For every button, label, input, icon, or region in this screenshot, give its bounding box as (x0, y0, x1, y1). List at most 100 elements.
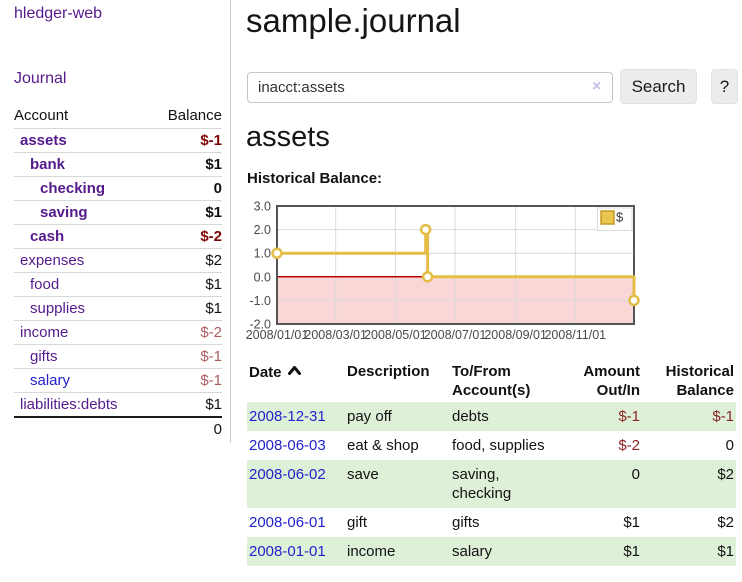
account-row: salary $-1 (14, 368, 222, 393)
register-row: 2008-01-01 income salary $1 $1 (247, 537, 736, 566)
account-row: bank $1 (14, 152, 222, 177)
account-row: liabilities:debts $1 (14, 392, 222, 418)
transaction-date-link[interactable]: 2008-01-01 (249, 543, 326, 560)
transaction-amount: 0 (631, 466, 640, 483)
transaction-description: eat & shop (347, 437, 419, 454)
account-row: income $-2 (14, 320, 222, 345)
account-balance: $-1 (200, 372, 222, 389)
svg-text:-1.0: -1.0 (249, 294, 271, 308)
transaction-amount: $1 (623, 543, 640, 560)
transaction-date-link[interactable]: 2008-06-02 (249, 466, 326, 483)
transaction-date-link[interactable]: 2008-06-01 (249, 514, 326, 531)
register-header-description: Description (347, 363, 430, 380)
svg-text:2008/05/01: 2008/05/01 (364, 328, 427, 342)
brand-link[interactable]: hledger-web (14, 5, 103, 22)
register-header-amount: Amount Out/In (583, 363, 640, 399)
search-button[interactable]: Search (620, 69, 697, 104)
transaction-date-link[interactable]: 2008-06-03 (249, 437, 326, 454)
nav-journal-link[interactable]: Journal (14, 70, 67, 87)
account-balance: $1 (205, 300, 222, 317)
account-link-food[interactable]: food (30, 276, 60, 293)
account-link-expenses[interactable]: expenses (20, 252, 85, 269)
register-row: 2008-12-31 pay off debts $-1 $-1 (247, 402, 736, 431)
svg-text:1.0: 1.0 (254, 247, 271, 261)
account-balance: $-2 (200, 324, 222, 341)
svg-text:2008/01/01: 2008/01/01 (246, 328, 309, 342)
sidebar: hledger-web Journal Account Balance asse… (0, 0, 231, 443)
account-link-income[interactable]: income (20, 324, 69, 341)
transaction-accounts: food, supplies (452, 437, 545, 454)
chart-label: Historical Balance: (247, 170, 383, 187)
account-balance: $1 (205, 204, 222, 221)
account-link-checking[interactable]: checking (40, 180, 106, 197)
account-balance: $1 (205, 156, 222, 173)
accounts-table: Account Balance assets $-1 bank $1 checking 0… (14, 104, 222, 441)
account-balance: $-1 (200, 348, 222, 365)
transaction-balance: $2 (717, 514, 734, 531)
accounts-header-balance: Balance (167, 107, 222, 124)
svg-text:2008/11/01: 2008/11/01 (544, 328, 606, 342)
transaction-accounts: gifts (452, 514, 480, 531)
svg-text:3.0: 3.0 (254, 200, 271, 214)
account-link-supplies[interactable]: supplies (30, 300, 86, 317)
transaction-date-link[interactable]: 2008-12-31 (249, 408, 326, 425)
accounts-total-value: 0 (213, 421, 222, 438)
transaction-balance: 0 (725, 437, 734, 454)
account-balance: $1 (205, 396, 222, 413)
register-row: 2008-06-01 gift gifts $1 $2 (247, 508, 736, 537)
transaction-accounts: debts (452, 408, 489, 425)
transaction-accounts: saving, checking (452, 466, 512, 502)
account-link-bank[interactable]: bank (30, 156, 66, 173)
register-header-date[interactable]: Date (247, 360, 345, 402)
page-title: sample.journal (246, 2, 461, 39)
historical-balance-chart: $3.0 2.0 1.0 0.0 -1.0 -2.02008/01/012008/03/0… (246, 200, 640, 342)
transaction-description: pay off (347, 408, 392, 425)
transaction-accounts: salary (452, 543, 493, 560)
account-balance: $-1 (200, 132, 222, 149)
account-row: checking 0 (14, 176, 222, 201)
account-row: food $1 (14, 272, 222, 297)
transaction-balance: $-1 (712, 408, 734, 425)
transaction-balance: $1 (717, 543, 734, 560)
account-link-saving[interactable]: saving (40, 204, 88, 221)
chevron-up-icon (287, 362, 302, 381)
account-balance: $2 (205, 252, 222, 269)
account-row: supplies $1 (14, 296, 222, 321)
transaction-description: gift (347, 514, 368, 531)
account-row: saving $1 (14, 200, 222, 225)
register-table: Date Description To/From Account(s) Amou… (247, 360, 736, 566)
transaction-balance: $2 (717, 466, 734, 483)
account-balance: $-2 (200, 228, 222, 245)
account-row: expenses $2 (14, 248, 222, 273)
account-row: gifts $-1 (14, 344, 222, 369)
account-title: assets (246, 121, 330, 153)
accounts-header-account: Account (14, 107, 69, 124)
accounts-total-row: 0 (14, 417, 222, 441)
account-link-liabilities-debts[interactable]: liabilities:debts (20, 396, 118, 413)
svg-text:$: $ (616, 210, 624, 225)
svg-text:2008/09/01: 2008/09/01 (484, 328, 547, 342)
account-row: assets $-1 (14, 128, 222, 153)
register-row: 2008-06-03 eat & shop food, supplies $-2 0 (247, 431, 736, 460)
account-balance: 0 (213, 180, 222, 197)
transaction-description: income (347, 543, 396, 560)
account-row: cash $-2 (14, 224, 222, 249)
transaction-amount: $-2 (618, 437, 640, 454)
svg-text:-2.0: -2.0 (249, 318, 271, 332)
clear-search-icon[interactable]: × (592, 78, 602, 95)
account-link-salary[interactable]: salary (30, 372, 71, 389)
account-link-gifts[interactable]: gifts (30, 348, 58, 365)
transaction-amount: $1 (623, 514, 640, 531)
register-header-balance: Historical Balance (665, 363, 734, 399)
account-link-assets[interactable]: assets (20, 132, 67, 149)
register-row: 2008-06-02 save saving, checking 0 $2 (247, 460, 736, 508)
svg-text:0.0: 0.0 (254, 270, 271, 284)
account-balance: $1 (205, 276, 222, 293)
register-header-accounts: To/From Account(s) (452, 363, 531, 399)
transaction-amount: $-1 (618, 408, 640, 425)
account-link-cash[interactable]: cash (30, 228, 65, 245)
help-button[interactable]: ? (711, 69, 738, 104)
search-input[interactable] (247, 72, 613, 103)
transaction-description: save (347, 466, 379, 483)
svg-text:2008/03/01: 2008/03/01 (304, 328, 367, 342)
